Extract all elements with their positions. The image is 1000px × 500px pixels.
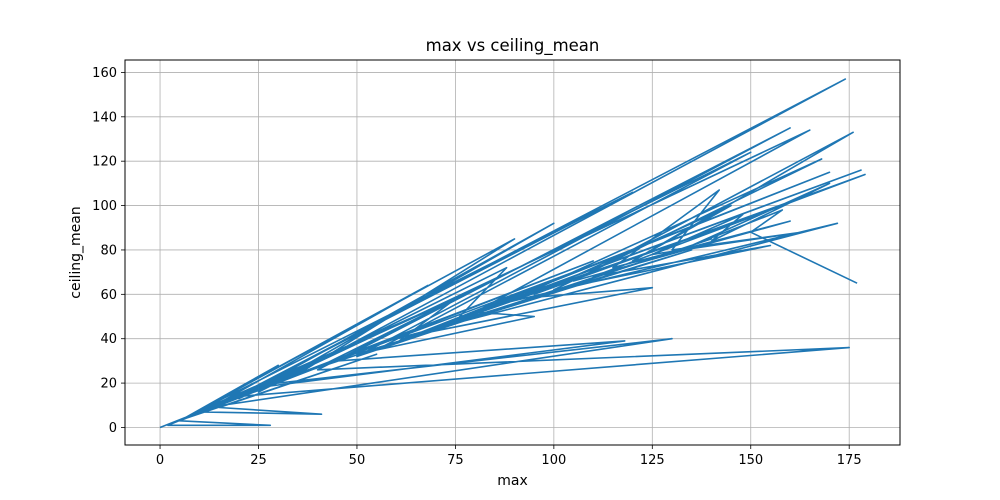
y-tick-label: 0 <box>109 421 117 436</box>
x-axis-title: max <box>497 473 528 489</box>
x-tick-label: 150 <box>738 453 763 468</box>
x-axis-ticks: 0 25 50 75 100 125 150 175 <box>156 445 862 468</box>
grid-lines <box>125 60 900 445</box>
x-tick-label: 25 <box>250 453 267 468</box>
x-tick-label: 75 <box>447 453 464 468</box>
y-tick-label: 140 <box>92 110 117 125</box>
y-axis-ticks: 0 20 40 60 80 100 120 140 160 <box>92 66 125 436</box>
x-tick-label: 125 <box>640 453 665 468</box>
x-tick-label: 175 <box>837 453 862 468</box>
y-tick-label: 80 <box>100 243 117 258</box>
x-tick-label: 0 <box>156 453 164 468</box>
x-tick-label: 100 <box>541 453 566 468</box>
y-tick-label: 100 <box>92 199 117 214</box>
y-axis-title: ceiling_mean <box>68 206 84 298</box>
y-tick-label: 60 <box>100 288 117 303</box>
plot-series <box>159 78 866 429</box>
y-tick-label: 40 <box>100 332 117 347</box>
y-tick-label: 160 <box>92 66 117 81</box>
plot-frame <box>124 59 901 446</box>
y-tick-label: 20 <box>100 377 117 392</box>
series-line-0 <box>159 78 866 429</box>
y-tick-label: 120 <box>92 155 117 170</box>
chart-title: max vs ceiling_mean <box>426 36 600 56</box>
x-tick-label: 50 <box>349 453 366 468</box>
